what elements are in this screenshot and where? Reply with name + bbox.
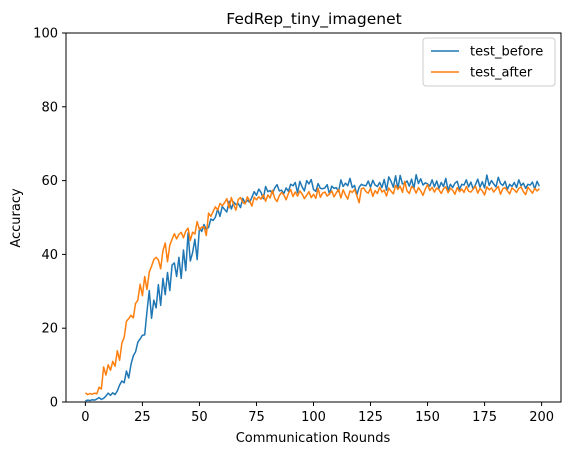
- x-tick-label: 125: [358, 410, 383, 425]
- y-tick-label: 80: [41, 100, 58, 115]
- x-tick-label: 175: [472, 410, 497, 425]
- x-tick-label: 0: [81, 410, 89, 425]
- series-lines: [84, 173, 541, 402]
- series-line-test-before: [85, 173, 541, 402]
- y-tick-label: 20: [41, 322, 58, 337]
- y-tick-label: 0: [50, 396, 58, 411]
- chart-title: FedRep_tiny_imagenet: [226, 10, 402, 29]
- x-tick-label: 150: [415, 410, 440, 425]
- y-axis-label: Accuracy: [9, 188, 24, 248]
- legend: test_before test_after: [422, 37, 556, 87]
- x-tick-label: 25: [134, 410, 151, 425]
- y-tick-label: 60: [41, 174, 58, 189]
- y-tick-label: 40: [41, 248, 58, 263]
- x-tick-label: 50: [191, 410, 208, 425]
- series-line-test-after: [84, 180, 540, 396]
- axis-ticks: 0 25 50 75 100 125 150 175 200 0 20 40 60 80 100: [33, 27, 554, 426]
- legend-label: test_after: [470, 66, 533, 81]
- x-tick-label: 100: [301, 410, 326, 425]
- legend-box: [422, 37, 556, 87]
- x-tick-label: 200: [529, 410, 554, 425]
- y-tick-label: 100: [33, 27, 58, 42]
- x-tick-label: 75: [248, 410, 265, 425]
- plot-area-frame: [65, 32, 562, 403]
- legend-label: test_before: [470, 45, 543, 60]
- x-axis-label: Communication Rounds: [236, 431, 391, 446]
